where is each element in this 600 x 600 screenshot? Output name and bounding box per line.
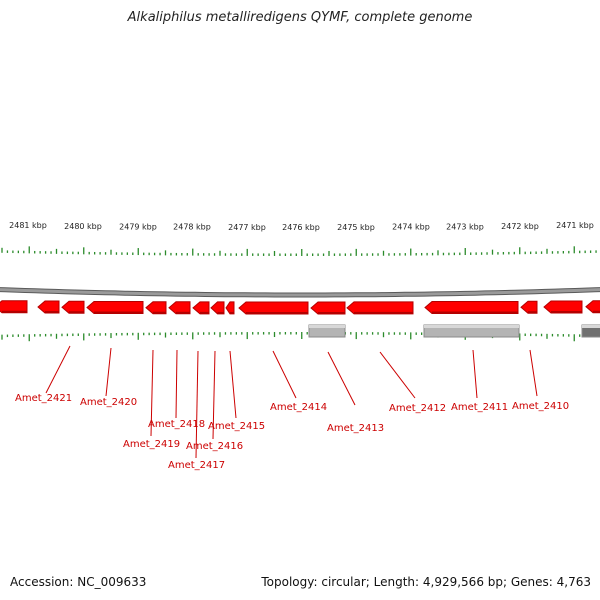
dark-feature-highlight [582, 325, 600, 328]
gene-arrow[interactable] [210, 301, 225, 315]
map-title: Alkaliphilus metalliredigens QYMF, compl… [127, 10, 473, 25]
scale-label: 2474 kbp [392, 223, 430, 232]
gene-arrow[interactable] [520, 300, 538, 314]
gene-arrow[interactable] [145, 301, 167, 315]
gene-arrow[interactable] [543, 300, 583, 314]
gene-label[interactable]: Amet_2414 [270, 402, 327, 413]
scale-label: 2472 kbp [501, 222, 539, 231]
gene-arrow[interactable] [225, 301, 235, 315]
backbone-circle [0, 288, 600, 297]
gray-feature-highlight [309, 325, 345, 328]
gene-label[interactable]: Amet_2421 [15, 393, 72, 404]
gene-label[interactable]: Amet_2413 [327, 423, 384, 434]
gene-arrow[interactable] [585, 300, 600, 314]
gene-arrow[interactable] [192, 301, 210, 315]
gene-arrow[interactable] [61, 300, 85, 314]
scale-label: 2471 kbp [556, 221, 594, 230]
gray-feature-highlight [424, 325, 519, 328]
gene-label-leader [327, 351, 356, 406]
gene-label-leader [175, 349, 178, 419]
gene-label[interactable]: Amet_2419 [123, 439, 180, 450]
gene-arrow[interactable] [424, 301, 519, 315]
gene-label-leader [105, 347, 112, 397]
gene-label-leader [229, 350, 237, 419]
scale-label: 2481 kbp [9, 221, 47, 230]
gene-label[interactable]: Amet_2416 [186, 441, 243, 452]
gene-label[interactable]: Amet_2410 [512, 401, 569, 412]
scale-label: 2475 kbp [337, 223, 375, 232]
gene-arrow[interactable] [168, 301, 191, 315]
gene-arrow[interactable] [0, 300, 28, 314]
scale-label: 2476 kbp [282, 223, 320, 232]
gene-label-leader [379, 351, 416, 399]
gene-arrow[interactable] [238, 301, 309, 315]
gene-arrow[interactable] [37, 300, 60, 314]
gene-label[interactable]: Amet_2411 [451, 402, 508, 413]
gene-label-leader [529, 349, 538, 397]
gene-label-leader [472, 349, 478, 399]
gene-label-leader [212, 350, 216, 440]
accession-text: Accession: NC_009633 [10, 575, 147, 589]
scale-label: 2477 kbp [228, 223, 266, 232]
scale-label: 2479 kbp [119, 222, 157, 231]
gene-label[interactable]: Amet_2418 [148, 419, 205, 430]
scale-label: 2473 kbp [446, 222, 484, 231]
gene-label[interactable]: Amet_2420 [80, 397, 137, 408]
gene-label-leader [195, 350, 199, 459]
gene-label-leader [150, 349, 154, 437]
gene-arrow[interactable] [310, 301, 346, 315]
gene-label[interactable]: Amet_2415 [208, 421, 265, 432]
scale-label: 2480 kbp [64, 222, 102, 231]
gene-label[interactable]: Amet_2417 [168, 460, 225, 471]
gene-label[interactable]: Amet_2412 [389, 403, 446, 414]
gene-arrow[interactable] [86, 300, 144, 314]
gene-arrow[interactable] [346, 301, 414, 315]
scale-label: 2478 kbp [173, 223, 211, 232]
gene-label-leader [272, 350, 297, 399]
gene-label-leader [45, 345, 71, 394]
genome-stats-text: Topology: circular; Length: 4,929,566 bp… [261, 575, 591, 589]
